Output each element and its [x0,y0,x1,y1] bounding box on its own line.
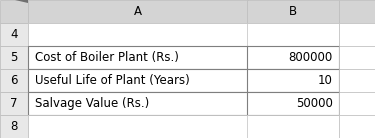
Bar [339,23,375,46]
Bar [28,23,248,46]
Bar [28,46,248,69]
Text: 50000: 50000 [296,97,333,110]
Text: 800000: 800000 [288,51,333,64]
Text: Useful Life of Plant (Years): Useful Life of Plant (Years) [35,74,190,87]
Text: B: B [290,5,297,18]
Bar [28,0,248,23]
Text: A: A [134,5,142,18]
Bar [0,23,28,46]
Text: Cost of Boiler Plant (Rs.): Cost of Boiler Plant (Rs.) [35,51,179,64]
Bar [0,0,28,23]
Text: Salvage Value (Rs.): Salvage Value (Rs.) [35,97,149,110]
Bar [0,115,28,138]
Bar [339,46,375,69]
Polygon shape [15,0,28,3]
Bar [0,92,28,115]
Bar [28,92,248,115]
Bar [248,23,339,46]
Bar [339,69,375,92]
Bar [248,0,339,23]
Bar [248,46,339,69]
Text: 5: 5 [10,51,18,64]
Text: 6: 6 [10,74,18,87]
Bar [339,92,375,115]
Bar [248,115,339,138]
Text: 10: 10 [318,74,333,87]
Bar [339,115,375,138]
Text: 7: 7 [10,97,18,110]
Bar [339,0,375,23]
Bar [0,46,28,69]
Bar [248,69,339,92]
Bar [28,115,248,138]
Bar [0,69,28,92]
Bar [248,92,339,115]
Text: 4: 4 [10,28,18,41]
Text: 8: 8 [10,120,18,133]
Bar [28,69,248,92]
